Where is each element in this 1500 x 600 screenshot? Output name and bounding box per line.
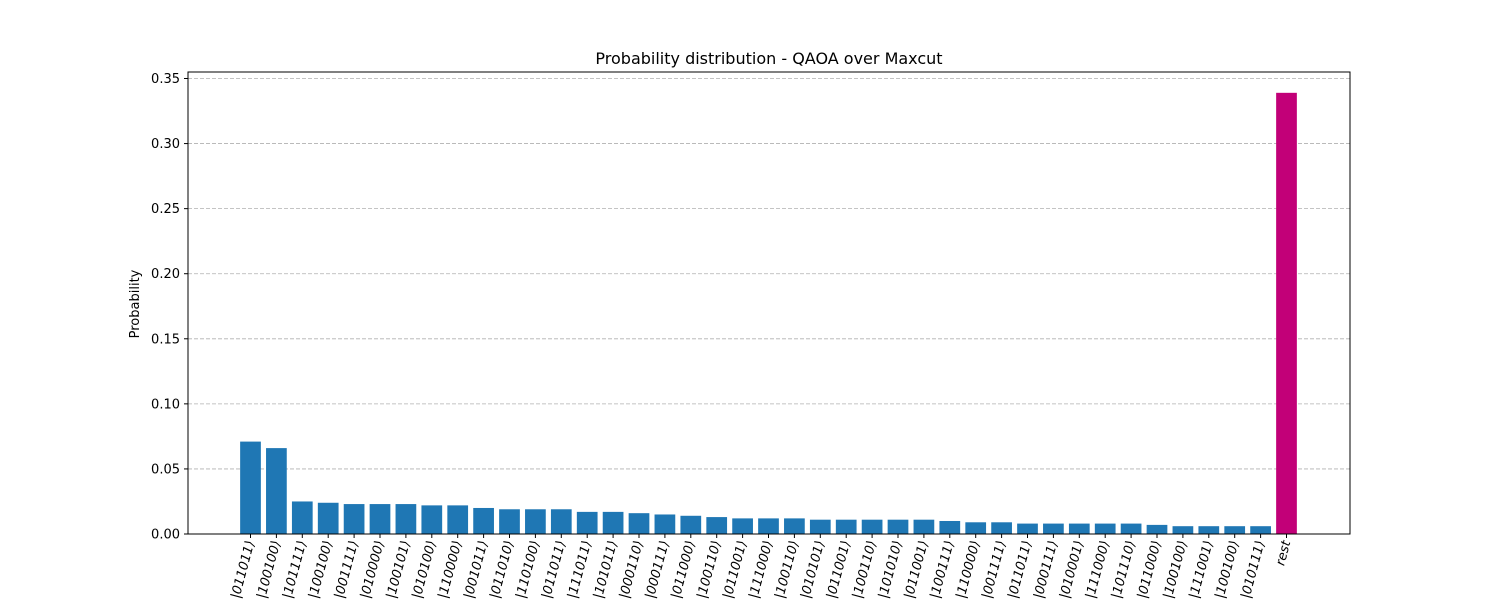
x-tick-label: |100100⟩ (306, 539, 336, 600)
bar (991, 522, 1012, 534)
x-tick-label: |111000⟩ (1083, 539, 1113, 600)
x-tick-label: |111000⟩ (747, 539, 777, 600)
bar (809, 519, 831, 534)
bar (317, 502, 339, 534)
x-tick-label: |001111⟩ (332, 539, 362, 600)
bar (1068, 523, 1090, 534)
bar (421, 505, 443, 534)
bar (447, 505, 469, 534)
bar (369, 504, 391, 534)
x-tick-label: |100101⟩ (384, 539, 414, 600)
x-tick-label: |110000⟩ (436, 539, 466, 600)
x-tick-label: |100110⟩ (850, 539, 880, 600)
bar (499, 509, 520, 534)
x-tick-label: |011011⟩ (1006, 539, 1036, 600)
y-axis-label: Probability (128, 269, 143, 338)
bar (1198, 526, 1220, 534)
x-tick-label: |010101⟩ (798, 539, 828, 600)
y-tick-label: 0.30 (151, 137, 180, 152)
x-tick-label: |100111⟩ (928, 539, 958, 600)
x-tick-label: |001111⟩ (980, 539, 1010, 600)
bar (1017, 523, 1038, 534)
bar (913, 519, 935, 534)
chart-title: Probability distribution - QAOA over Max… (595, 49, 942, 68)
y-tick-label: 0.25 (151, 202, 180, 217)
bar (473, 507, 494, 534)
x-tick-label: |100100⟩ (1213, 539, 1243, 600)
x-tick-label: |011010⟩ (488, 539, 518, 600)
bar (965, 522, 987, 534)
x-tick-label: |110100⟩ (513, 539, 543, 600)
bar (758, 518, 779, 534)
bar (266, 448, 287, 534)
plot-frame (187, 71, 1351, 535)
bar (343, 504, 365, 534)
y-tick-label: 0.20 (151, 267, 180, 282)
y-tick-label: 0.35 (151, 72, 180, 87)
x-tick-label: |010001⟩ (1057, 539, 1087, 600)
bar (1146, 524, 1168, 534)
x-tick-label: |011001⟩ (902, 539, 932, 600)
x-tick-label: |011011⟩ (539, 539, 569, 600)
bars (240, 92, 1297, 534)
y-tick-label: 0.05 (151, 462, 180, 477)
bar (1120, 523, 1142, 534)
x-tick-label: |100100⟩ (254, 539, 284, 600)
x-tick-label: |011000⟩ (669, 539, 699, 600)
bar (1250, 526, 1271, 534)
x-tick-label: |010000⟩ (358, 539, 388, 600)
y-ticks: 0.00 0.05 0.10 0.15 0.20 0.25 0.30 0.35 (151, 72, 188, 543)
y-tick-label: 0.15 (151, 332, 180, 347)
bar (784, 518, 805, 534)
x-tick-label: |111001⟩ (1187, 539, 1217, 600)
y-tick-label: 0.10 (151, 397, 180, 412)
x-tick-label: |010111⟩ (1239, 539, 1269, 600)
x-tick-label: |001011⟩ (462, 539, 492, 600)
x-tick-label: rest (1273, 538, 1294, 567)
bar (291, 501, 313, 534)
grid-lines (188, 78, 1350, 535)
bar (525, 509, 546, 534)
bar (240, 441, 261, 534)
x-tick-label: |101111⟩ (280, 539, 310, 600)
bar (732, 518, 753, 534)
x-tick-label: |000111⟩ (643, 539, 673, 600)
x-tick-label: |011011⟩ (229, 539, 259, 600)
x-tick-label: |110000⟩ (954, 539, 984, 600)
x-tick-label: |011001⟩ (824, 539, 854, 600)
x-tick-label: |100100⟩ (1161, 539, 1191, 600)
x-tick-label: |100110⟩ (772, 539, 802, 600)
bar (861, 519, 883, 534)
x-tick-label: |111011⟩ (565, 539, 595, 600)
x-ticks: |011011⟩|100100⟩|101111⟩|100100⟩|001111⟩… (229, 534, 1295, 600)
bar (680, 515, 702, 534)
bar (1043, 523, 1064, 534)
x-tick-label: |000111⟩ (1031, 539, 1061, 600)
y-tick-label: 0.00 (151, 528, 180, 543)
bar (602, 511, 624, 534)
bar (887, 519, 909, 534)
bar (654, 514, 676, 534)
bar (395, 504, 417, 534)
x-tick-label: |011001⟩ (721, 539, 751, 600)
x-tick-label: |101010⟩ (876, 539, 906, 600)
x-tick-label: |011000⟩ (1135, 539, 1165, 600)
bar (939, 520, 961, 534)
bar (628, 513, 650, 534)
bar-rest (1276, 92, 1297, 534)
bar (835, 519, 857, 534)
x-tick-label: |101110⟩ (1109, 539, 1139, 600)
bar (1172, 526, 1194, 534)
x-tick-label: |101011⟩ (591, 539, 621, 600)
bar (1094, 523, 1116, 534)
bar (1224, 526, 1246, 534)
x-tick-label: |000110⟩ (617, 539, 647, 600)
x-tick-label: |010100⟩ (410, 539, 440, 600)
bar (550, 509, 572, 534)
bar (706, 517, 728, 534)
bar (576, 511, 598, 534)
x-tick-label: |100110⟩ (695, 539, 725, 600)
